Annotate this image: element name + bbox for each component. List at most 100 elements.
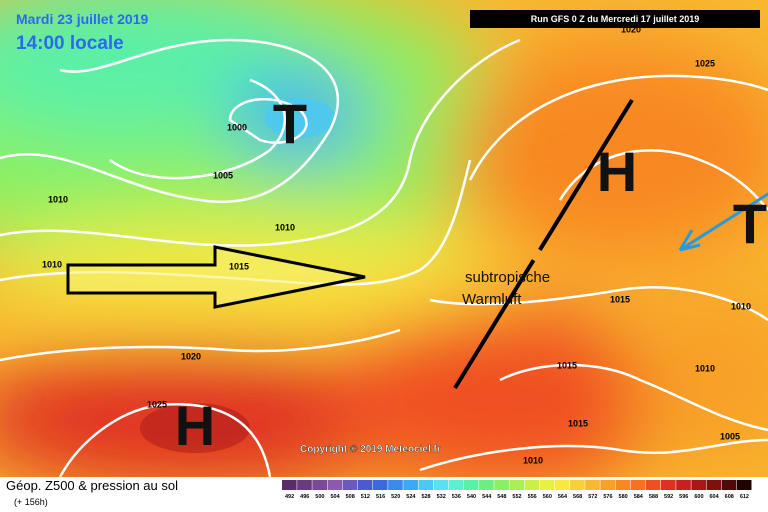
footer-title: Géop. Z500 & pression au sol bbox=[6, 478, 178, 493]
isobar-label: 1015 bbox=[610, 294, 630, 304]
legend-swatch bbox=[600, 480, 616, 490]
legend-swatch bbox=[736, 480, 752, 490]
time: 14:00 locale bbox=[16, 33, 124, 54]
legend-swatch bbox=[539, 480, 555, 490]
legend-swatch bbox=[570, 480, 585, 490]
legend-swatch bbox=[342, 480, 358, 490]
annotation: subtropische bbox=[465, 269, 550, 286]
isobar-label: 1020 bbox=[621, 24, 641, 34]
pressure-symbol: H bbox=[597, 140, 637, 203]
isobar-label: 1020 bbox=[181, 351, 201, 361]
isobar-label: 1010 bbox=[275, 222, 295, 232]
legend-swatch bbox=[706, 480, 722, 490]
isobar-label: 1015 bbox=[557, 360, 577, 370]
isobar-label: 1015 bbox=[568, 418, 588, 428]
field: subtropische Warmluft 100010051010101010… bbox=[0, 0, 768, 477]
legend-label: 512 bbox=[361, 494, 370, 500]
legend-label: 504 bbox=[330, 494, 340, 500]
isobar-label: 1015 bbox=[229, 261, 249, 271]
legend-label: 516 bbox=[376, 494, 385, 500]
legend-label: 492 bbox=[285, 494, 294, 500]
legend-label: 584 bbox=[634, 494, 644, 500]
isobar-label: 1010 bbox=[731, 301, 751, 311]
legend-label: 500 bbox=[315, 494, 324, 500]
legend-label: 568 bbox=[573, 494, 582, 500]
legend-swatch bbox=[691, 480, 707, 490]
axis-line bbox=[453, 98, 634, 390]
isobar-label: 1000 bbox=[227, 122, 247, 132]
date: Mardi 23 juillet 2019 bbox=[16, 11, 148, 27]
legend-swatch bbox=[676, 480, 691, 490]
legend-swatch bbox=[297, 480, 312, 490]
legend-label: 576 bbox=[603, 494, 612, 500]
legend-swatch bbox=[554, 480, 570, 490]
legend-label: 612 bbox=[740, 494, 749, 500]
isobar-label: 1025 bbox=[147, 399, 167, 409]
legend-swatch bbox=[388, 480, 403, 490]
legend-label: 604 bbox=[710, 494, 720, 500]
legend-label: 608 bbox=[725, 494, 734, 500]
legend-label: 552 bbox=[512, 494, 521, 500]
legend-label: 592 bbox=[664, 494, 673, 500]
legend-swatch bbox=[585, 480, 600, 490]
legend-label: 596 bbox=[679, 494, 688, 500]
isobar-label: 1005 bbox=[213, 170, 233, 180]
isobar-label: 1010 bbox=[48, 194, 68, 204]
legend-label: 520 bbox=[391, 494, 400, 500]
legend-swatch bbox=[494, 480, 509, 490]
pressure-centers: T H T H bbox=[175, 92, 767, 457]
isobar-label: 1010 bbox=[523, 455, 543, 465]
footer-lead: (+ 156h) bbox=[14, 497, 48, 507]
legend-swatch bbox=[661, 480, 676, 490]
legend-label: 536 bbox=[452, 494, 461, 500]
legend-label: 548 bbox=[497, 494, 506, 500]
pressure-symbol: H bbox=[175, 394, 215, 457]
isobar-label: 1005 bbox=[720, 431, 740, 441]
legend-swatch bbox=[721, 480, 737, 490]
isobar-labels: 1000 1005 1010 1010 1010 1015 1020 1025 1020 1025… bbox=[42, 24, 751, 465]
cold-arrow bbox=[678, 192, 768, 252]
legend: 492 496 500 504 508 512 516 520 524 528 532 536 540 5… bbox=[282, 480, 752, 500]
legend-swatch bbox=[357, 480, 373, 490]
legend-swatch bbox=[418, 480, 434, 490]
legend-label: 528 bbox=[421, 494, 430, 500]
legend-swatch bbox=[327, 480, 343, 490]
copyright: Copyright © 2019 Meteociel.fr bbox=[300, 444, 441, 455]
run: Run GFS 0 Z du Mercredi 17 juillet 2019 bbox=[531, 14, 700, 24]
legend-swatch bbox=[645, 480, 661, 490]
legend-label: 508 bbox=[346, 494, 355, 500]
legend-label: 540 bbox=[467, 494, 476, 500]
legend-swatch bbox=[448, 480, 464, 490]
legend-swatch bbox=[312, 480, 327, 490]
legend-swatch bbox=[433, 480, 449, 490]
annotation: Warmluft bbox=[462, 291, 522, 308]
legend-swatch bbox=[282, 480, 297, 490]
legend-label: 496 bbox=[300, 494, 309, 500]
legend-swatch bbox=[615, 480, 631, 490]
legend-label: 600 bbox=[694, 494, 703, 500]
flow-arrow bbox=[66, 245, 366, 309]
legend-swatch bbox=[372, 480, 388, 490]
legend-label: 524 bbox=[406, 494, 416, 500]
pressure-symbol: T bbox=[733, 192, 767, 255]
legend-swatch bbox=[524, 480, 540, 490]
legend-label: 580 bbox=[619, 494, 628, 500]
legend-swatch bbox=[403, 480, 418, 490]
legend-label: 572 bbox=[588, 494, 597, 500]
legend-label: 560 bbox=[543, 494, 552, 500]
pressure-symbol: T bbox=[273, 92, 307, 155]
legend-label: 588 bbox=[649, 494, 658, 500]
isobar-label: 1025 bbox=[695, 58, 715, 68]
isobar-label: 1010 bbox=[695, 363, 715, 373]
legend-label: 532 bbox=[437, 494, 446, 500]
legend-swatch bbox=[509, 480, 525, 490]
legend-swatch bbox=[630, 480, 646, 490]
run-box bbox=[470, 10, 760, 28]
legend-swatch bbox=[463, 480, 479, 490]
legend-label: 564 bbox=[558, 494, 568, 500]
legend-label: 544 bbox=[482, 494, 492, 500]
legend-label: 556 bbox=[528, 494, 537, 500]
isobar-label: 1010 bbox=[42, 259, 62, 269]
legend-swatch bbox=[479, 480, 494, 490]
